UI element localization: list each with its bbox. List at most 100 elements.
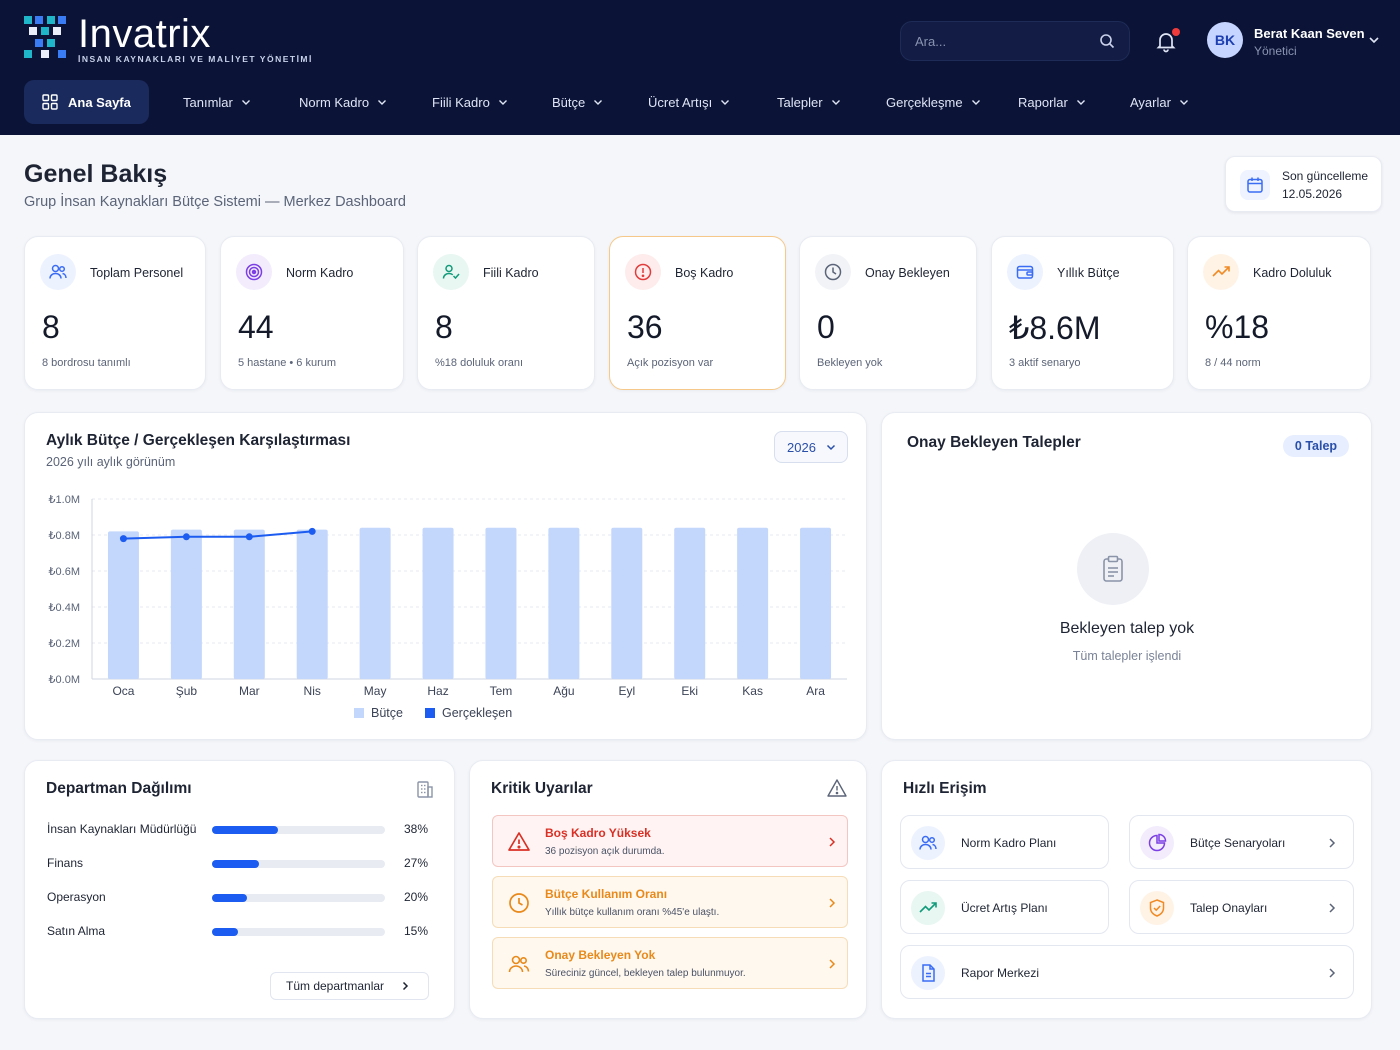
chevron-right-icon	[1329, 903, 1336, 913]
x-tick-label: Nis	[304, 684, 321, 698]
x-tick-label: Ağu	[553, 684, 574, 698]
panel-title: Departman Dağılımı	[46, 780, 192, 797]
kpi-value: ₺8.6M	[1009, 310, 1101, 346]
all-departments-button[interactable]: Tüm departmanlar	[270, 972, 429, 1000]
year-select[interactable]: 2026	[774, 431, 848, 463]
quick-link-butce-senaryolari[interactable]: Bütçe Senaryoları	[1129, 815, 1354, 869]
nav-item-label: Ücret Artışı	[648, 94, 713, 110]
kpi-icon-wrap	[1203, 254, 1239, 290]
panel-subtitle: 2026 yılı aylık görünüm	[46, 455, 176, 469]
chevron-down-icon	[594, 100, 603, 105]
alert-title: Bütçe Kullanım Oranı	[545, 887, 668, 901]
kpi-card-kadro-doluluk[interactable]: Kadro Doluluk %18 8 / 44 norm	[1187, 236, 1371, 390]
quick-link-icon-wrap	[1140, 826, 1174, 860]
kpi-note: 8 / 44 norm	[1205, 357, 1261, 369]
building-icon[interactable]	[415, 779, 435, 799]
alert-circle-icon	[634, 263, 652, 281]
budget-bar	[170, 529, 202, 679]
x-tick-label: Ara	[806, 684, 825, 698]
trending-up-icon	[919, 902, 937, 913]
page-subtitle: Grup İnsan Kaynakları Bütçe Sistemi — Me…	[24, 194, 406, 210]
quick-link-label: Ücret Artış Planı	[961, 901, 1048, 915]
department-bar-track	[212, 928, 385, 936]
quick-link-ucret-artis-plani[interactable]: Ücret Artış Planı	[900, 880, 1109, 934]
actual-point	[182, 533, 190, 541]
user-name[interactable]: Berat Kaan Seven	[1254, 26, 1365, 41]
department-name: Satın Alma	[47, 924, 106, 938]
alert-onay-bekleyen[interactable]: Onay Bekleyen Yok Süreciniz güncel, bekl…	[492, 937, 848, 989]
department-bar-fill	[212, 860, 259, 868]
actual-point	[119, 535, 127, 543]
search-input[interactable]	[915, 22, 1085, 60]
budget-bar	[548, 527, 580, 679]
calendar-icon	[1247, 177, 1263, 193]
department-bar-track	[212, 894, 385, 902]
kpi-label: Fiili Kadro	[483, 266, 539, 280]
kpi-card-bos-kadro[interactable]: Boş Kadro 36 Açık pozisyon var	[609, 236, 786, 390]
nav-item-label: Ayarlar	[1130, 94, 1171, 110]
nav-item-label: Talepler	[777, 94, 823, 110]
department-row: Satın Alma 15%	[47, 922, 437, 942]
x-tick-label: Haz	[427, 684, 448, 698]
nav-item-tanimlar[interactable]: Tanımlar	[183, 80, 251, 124]
wallet-icon	[1016, 265, 1034, 279]
quick-link-icon-wrap	[911, 891, 945, 925]
alert-text: 36 pozisyon açık durumda.	[545, 846, 665, 857]
nav-item-ucret-artisi[interactable]: Ücret Artışı	[648, 80, 730, 124]
alert-bos-kadro[interactable]: Boş Kadro Yüksek 36 pozisyon açık durumd…	[492, 815, 848, 867]
kpi-card-toplam-personel[interactable]: Toplam Personel 8 8 bordrosu tanımlı	[24, 236, 206, 390]
nav-item-norm-kadro[interactable]: Norm Kadro	[299, 80, 387, 124]
budget-bar	[359, 527, 391, 679]
nav-item-ayarlar[interactable]: Ayarlar	[1130, 80, 1189, 124]
notification-bell-icon[interactable]	[1154, 29, 1178, 53]
chevron-down-icon	[721, 100, 730, 105]
kpi-card-onay-bekleyen[interactable]: Onay Bekleyen 0 Bekleyen yok	[799, 236, 977, 390]
budget-comparison-panel: Aylık Bütçe / Gerçekleşen Karşılaştırmas…	[24, 412, 867, 740]
brand-name: Invatrix	[78, 12, 211, 56]
nav-item-fiili-kadro[interactable]: Fiili Kadro	[432, 80, 508, 124]
department-bar-fill	[212, 894, 247, 902]
y-tick-label: ₺0.2M	[49, 638, 80, 650]
kpi-icon-wrap	[815, 254, 851, 290]
search-icon[interactable]	[1099, 33, 1115, 49]
kpi-value: 8	[435, 309, 453, 345]
quick-link-icon-wrap	[1140, 891, 1174, 925]
top-navigation-bar: Invatrix İNSAN KAYNAKLARI VE MALİYET YÖN…	[0, 0, 1400, 135]
quick-link-talep-onaylari[interactable]: Talep Onayları	[1129, 880, 1354, 934]
quick-link-label: Norm Kadro Planı	[961, 836, 1057, 850]
kpi-note: 5 hastane • 6 kurum	[238, 357, 337, 369]
nav-item-raporlar[interactable]: Raporlar	[1018, 80, 1086, 124]
kpi-card-fiili-kadro[interactable]: Fiili Kadro 8 %18 doluluk oranı	[417, 236, 595, 390]
users-icon	[508, 955, 530, 973]
department-name: Finans	[47, 856, 84, 870]
nav-item-gerceklesme[interactable]: Gerçekleşme	[886, 80, 981, 124]
nav-item-ana-sayfa[interactable]: Ana Sayfa	[24, 80, 149, 124]
y-tick-label: ₺0.0M	[49, 674, 80, 686]
quick-link-norm-kadro-plani[interactable]: Norm Kadro Planı	[900, 815, 1109, 869]
kpi-card-norm-kadro[interactable]: Norm Kadro 44 5 hastane • 6 kurum	[220, 236, 404, 390]
last-update-card: Son güncelleme 12.05.2026	[1225, 156, 1382, 212]
alert-text: Süreciniz güncel, bekleyen talep bulunmu…	[545, 968, 746, 979]
kpi-value: %18	[1205, 309, 1270, 345]
x-tick-label: Tem	[490, 684, 513, 698]
nav-item-butce[interactable]: Bütçe	[552, 80, 603, 124]
quick-link-rapor-merkezi[interactable]: Rapor Merkezi	[900, 945, 1354, 999]
kpi-value: 44	[238, 309, 274, 345]
user-role: Yönetici	[1254, 44, 1297, 58]
department-percent: 27%	[404, 856, 429, 870]
x-tick-label: Şub	[176, 684, 198, 698]
kpi-card-yillik-butce[interactable]: Yıllık Bütçe ₺8.6M 3 aktif senaryo	[991, 236, 1174, 390]
avatar[interactable]: BK	[1207, 22, 1243, 58]
actual-point	[245, 533, 253, 541]
nav-item-label: Fiili Kadro	[432, 94, 490, 110]
user-menu-chevron-down-icon[interactable]	[1368, 34, 1380, 46]
department-distribution-panel: Departman Dağılımı İnsan Kaynakları Müdü…	[24, 760, 455, 1019]
search-box[interactable]	[900, 21, 1130, 61]
x-tick-label: Oca	[112, 684, 134, 698]
request-count-badge: 0 Talep	[1283, 435, 1349, 457]
kpi-value: 8	[42, 309, 60, 345]
alert-butce-kullanim[interactable]: Bütçe Kullanım Oranı Yıllık bütçe kullan…	[492, 876, 848, 928]
nav-item-talepler[interactable]: Talepler	[777, 80, 841, 124]
quick-access-panel: Hızlı Erişim Norm Kadro Planı Bütçe Sena…	[881, 760, 1372, 1019]
kpi-label: Onay Bekleyen	[865, 266, 950, 280]
